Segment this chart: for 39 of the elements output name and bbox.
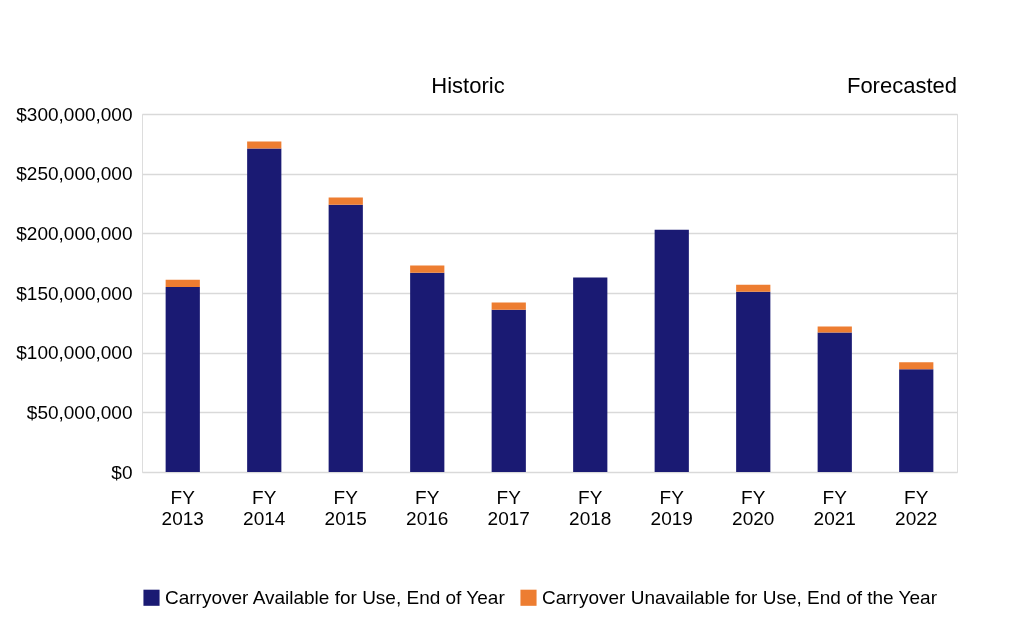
x-tick-label: FY 2022: [895, 486, 938, 529]
y-tick-label: $250,000,000: [16, 163, 133, 185]
bar: [328, 204, 363, 472]
bar: [328, 197, 363, 205]
bar: [736, 284, 771, 292]
bar: [247, 148, 282, 472]
bar: [410, 272, 445, 472]
y-tick-label: $300,000,000: [16, 103, 133, 125]
x-tick-label: FY 2018: [569, 486, 612, 529]
bar: [899, 369, 934, 472]
bar: [165, 279, 200, 288]
bar: [247, 141, 282, 149]
bar: [491, 302, 526, 310]
y-tick-label: $50,000,000: [26, 401, 133, 423]
legend-label: Carryover Unavailable for Use, End of the Year: [542, 586, 938, 608]
bar: [736, 291, 771, 472]
x-tick-label: FY 2017: [487, 486, 530, 529]
y-tick-label: $150,000,000: [16, 282, 133, 304]
bar: [817, 326, 852, 333]
x-tick-label: FY 2015: [324, 486, 367, 529]
bar: [817, 332, 852, 472]
bar: [654, 229, 689, 472]
text: Forecasted: [846, 73, 957, 98]
text: Historic: [431, 73, 505, 98]
bar: [410, 265, 445, 273]
bar: [899, 362, 934, 370]
x-tick-label: FY 2013: [161, 486, 204, 529]
y-tick-label: $200,000,000: [16, 222, 133, 244]
x-tick-label: FY 2019: [650, 486, 693, 529]
bar: [165, 287, 200, 472]
x-tick-label: FY 2020: [732, 486, 775, 529]
y-tick-label: $0: [111, 461, 133, 483]
bar: [573, 277, 608, 472]
bar: [491, 309, 526, 472]
x-tick-label: FY 2014: [243, 486, 286, 529]
x-tick-label: FY 2021: [813, 486, 856, 529]
legend-label: Carryover Available for Use, End of Year: [165, 586, 506, 608]
y-tick-label: $100,000,000: [16, 342, 133, 364]
x-tick-label: FY 2016: [406, 486, 449, 529]
